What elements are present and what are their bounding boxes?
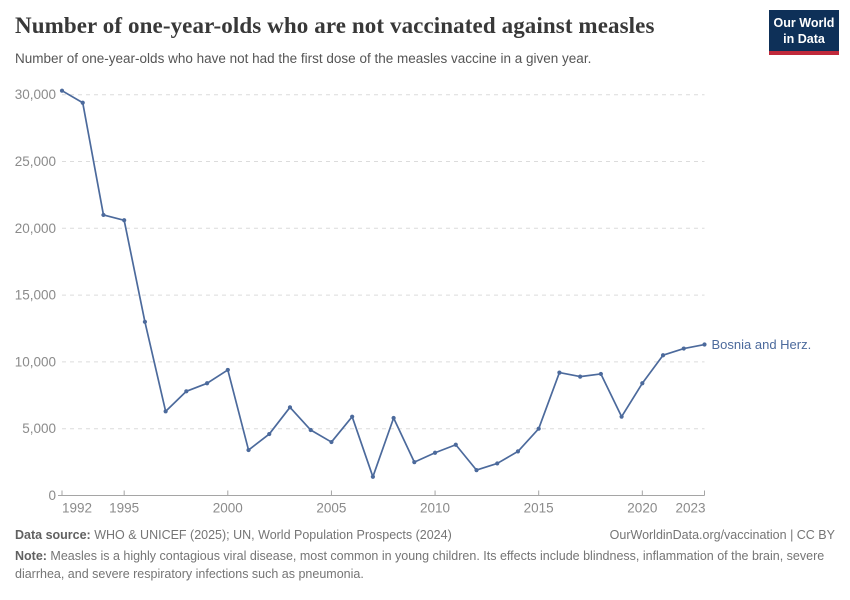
data-point (495, 461, 500, 466)
data-point (640, 381, 645, 386)
data-source-label: Data source: (15, 528, 91, 542)
x-axis-tick-label: 2023 (675, 501, 705, 516)
data-point (598, 371, 603, 377)
data-point (59, 88, 65, 93)
data-point (142, 319, 148, 324)
data-point (536, 426, 541, 431)
data-point (287, 405, 293, 410)
owid-logo-line1: Our World (773, 16, 835, 30)
y-axis-tick-label: 20,000 (15, 221, 56, 236)
y-axis-tick-label: 30,000 (15, 87, 56, 102)
data-line (61, 89, 706, 478)
note-text: Measles is a highly contagious viral dis… (15, 549, 825, 581)
data-point (122, 218, 127, 223)
data-point (80, 100, 85, 105)
x-axis-tick-label: 2015 (524, 501, 554, 516)
owid-logo[interactable]: Our World in Data (769, 10, 839, 55)
data-point (246, 447, 251, 453)
data-point (578, 374, 583, 379)
data-point (681, 346, 686, 351)
license-link[interactable]: OurWorldinData.org/vaccination | CC BY (609, 528, 835, 542)
chart-title: Number of one-year-olds who are not vacc… (15, 13, 655, 38)
data-point (370, 474, 375, 479)
data-point (474, 468, 479, 473)
data-point (184, 389, 189, 394)
data-source-text: WHO & UNICEF (2025); UN, World Populatio… (90, 528, 452, 542)
data-point (702, 342, 707, 347)
y-axis-tick-label: 15,000 (15, 288, 56, 303)
data-point (391, 415, 396, 421)
owid-logo-line2: in Data (783, 32, 825, 46)
x-axis-tick-label: 2020 (627, 501, 657, 516)
data-point (267, 431, 272, 437)
x-axis-tick-label: 2010 (420, 501, 450, 516)
x-axis-tick-label: 2000 (213, 501, 243, 516)
data-point (453, 442, 458, 447)
data-point (204, 381, 210, 386)
data-point (308, 427, 313, 433)
x-axis-tick-label: 2005 (316, 501, 346, 516)
data-point (329, 439, 334, 445)
y-axis-tick-label: 25,000 (15, 154, 56, 169)
chart-subtitle: Number of one-year-olds who have not had… (15, 51, 592, 66)
series-end-label: Bosnia and Herz. (712, 337, 812, 352)
note-label: Note: (15, 549, 47, 563)
data-point (225, 367, 230, 373)
data-source-line: Data source: WHO & UNICEF (2025); UN, Wo… (15, 528, 452, 542)
data-point (101, 212, 106, 218)
x-axis-tick-label: 1992 (62, 501, 92, 516)
y-axis-tick-label: 0 (48, 488, 56, 503)
data-point (350, 414, 355, 419)
chart-footer: Data source: WHO & UNICEF (2025); UN, Wo… (15, 528, 835, 583)
data-point (163, 409, 168, 414)
chart-note: Note: Measles is a highly contagious vir… (15, 547, 835, 583)
data-point (412, 460, 417, 465)
y-axis-tick-label: 10,000 (15, 354, 56, 369)
data-point (432, 450, 438, 455)
data-point (619, 414, 624, 419)
y-axis-tick-label: 5,000 (22, 421, 56, 436)
data-point (660, 353, 666, 358)
x-axis-tick-label: 1995 (109, 501, 139, 516)
data-point (557, 370, 562, 375)
data-point (515, 449, 521, 454)
